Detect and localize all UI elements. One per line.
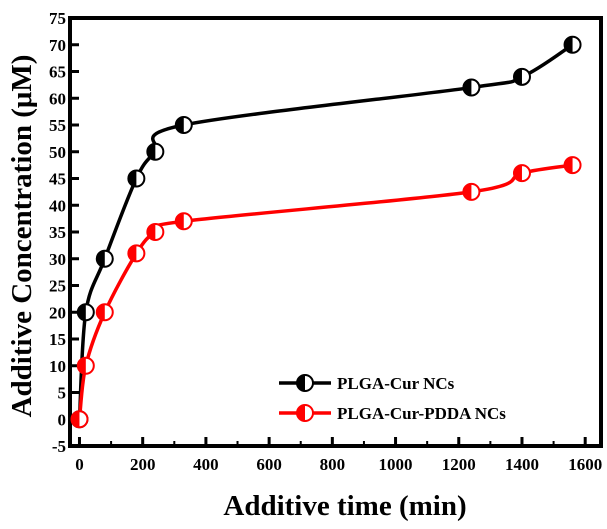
marker-fill [297, 405, 305, 421]
data-point [174, 212, 193, 231]
data-point [563, 35, 582, 54]
marker-fill [513, 165, 522, 182]
x-axis-title: Additive time (min) [223, 490, 466, 522]
marker-fill [77, 357, 86, 374]
x-tick-label: 0 [75, 455, 84, 474]
data-point [76, 303, 95, 322]
y-tick-label: 5 [58, 384, 67, 403]
marker-fill [96, 250, 105, 267]
series-1 [70, 156, 582, 429]
legend-label: PLGA-Cur-PDDA NCs [337, 404, 506, 423]
x-tick-label: 800 [320, 455, 346, 474]
marker-fill [147, 224, 156, 240]
y-tick-label: 20 [49, 303, 66, 322]
legend-label: PLGA-Cur NCs [337, 374, 455, 393]
y-tick-label: 75 [49, 9, 66, 28]
axes-layer: -5 0 5 10 15 20 25 30 35 40 45 50 55 60 65 70 75 0 200 400 6… [49, 9, 603, 474]
legend-item-0: PLGA-Cur NCs [279, 374, 455, 393]
marker-fill [128, 170, 137, 187]
legend-item-1: PLGA-Cur-PDDA NCs [279, 404, 506, 423]
data-point [174, 116, 193, 134]
y-axis-title: Additive Concentration (μM) [6, 55, 38, 418]
legend-marker [296, 374, 314, 392]
y-tick-label: 30 [49, 250, 66, 269]
data-point [146, 142, 165, 161]
series-layer [70, 35, 582, 429]
data-point [512, 164, 531, 183]
x-tick-label: 1000 [379, 455, 413, 474]
marker-fill [77, 304, 86, 321]
y-tick-label: 45 [49, 170, 66, 189]
marker-fill [175, 117, 184, 133]
data-point [70, 410, 89, 429]
x-tick-label: 200 [130, 455, 156, 474]
data-point [127, 169, 146, 188]
y-tick-label: 40 [49, 196, 66, 215]
y-tick-label: 70 [49, 36, 66, 55]
y-tick-label: 10 [49, 357, 66, 376]
marker-fill [71, 411, 80, 428]
data-point [462, 182, 481, 201]
marker-fill [564, 157, 573, 174]
marker-fill [564, 36, 573, 53]
y-tick-label: 25 [49, 277, 66, 296]
y-tick-label: 50 [49, 143, 66, 162]
data-point [462, 78, 481, 97]
x-tick-label: 1400 [505, 455, 539, 474]
marker-fill [463, 79, 472, 96]
data-point [563, 156, 582, 175]
y-tick-label: -5 [52, 437, 66, 456]
series-line [77, 163, 573, 420]
data-point [95, 249, 114, 268]
marker-fill [513, 68, 522, 85]
data-point [146, 223, 165, 241]
y-tick-label: 65 [49, 63, 66, 82]
y-tick-label: 15 [49, 330, 66, 349]
y-tick-label: 55 [49, 116, 66, 135]
data-point [95, 303, 114, 322]
data-point [512, 67, 531, 86]
y-tick-label: 0 [58, 410, 67, 429]
x-tick-label: 1200 [442, 455, 476, 474]
x-tick-label: 1600 [568, 455, 602, 474]
marker-fill [147, 143, 156, 160]
y-tick-label: 60 [49, 89, 66, 108]
x-tick-label: 600 [256, 455, 282, 474]
legend: PLGA-Cur NCs PLGA-Cur-PDDA NCs [279, 374, 506, 423]
marker-fill [96, 304, 105, 321]
x-tick-label: 400 [193, 455, 219, 474]
marker-fill [463, 183, 472, 200]
legend-marker [296, 404, 314, 422]
data-point [127, 244, 146, 263]
y-tick-label: 35 [49, 223, 66, 242]
marker-fill [175, 213, 184, 230]
marker-fill [128, 245, 137, 262]
marker-fill [297, 375, 305, 391]
data-point [76, 356, 95, 375]
